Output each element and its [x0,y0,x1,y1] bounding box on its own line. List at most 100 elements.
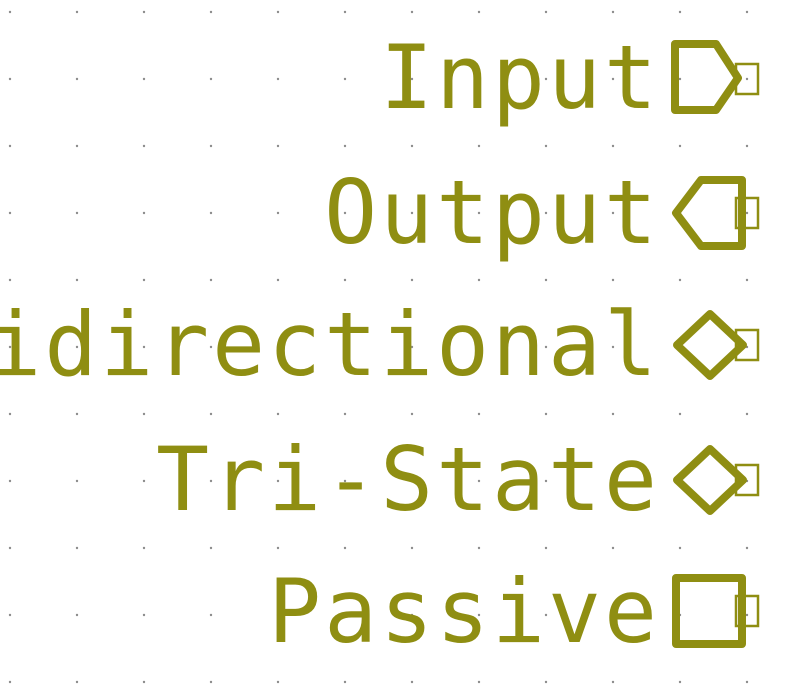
grid-dot [209,680,213,684]
grid-dot [343,10,347,14]
grid-dot [544,278,548,282]
grid-dot [276,546,280,550]
grid-dot [8,613,12,617]
grid-dot [477,77,481,81]
passive-shape-icon [672,574,746,648]
grid-dot [745,613,749,617]
grid-dot [544,345,548,349]
grid-dot [75,680,79,684]
grid-dot [343,345,347,349]
grid-dot [8,412,12,416]
grid-dot [745,77,749,81]
label-row-input[interactable]: Input [380,26,760,129]
connection-anchor-icon [734,594,760,628]
grid-dot [343,412,347,416]
label-text-input: Input [380,26,660,129]
grid-dot [477,10,481,14]
grid-dot [276,278,280,282]
label-row-bidirectional[interactable]: Bidirectional [0,293,760,396]
grid-dot [8,77,12,81]
grid-dot [745,546,749,550]
label-text-output: Output [324,161,660,264]
grid-dot [477,211,481,215]
grid-dot [8,278,12,282]
grid-dot [142,680,146,684]
grid-dot [410,613,414,617]
grid-dot [544,613,548,617]
grid-dot [75,77,79,81]
grid-dot [209,144,213,148]
grid-dot [209,10,213,14]
grid-dot [745,278,749,282]
grid-dot [678,546,682,550]
grid-dot [276,144,280,148]
grid-dot [209,613,213,617]
tristate-shape-icon [673,445,747,515]
grid-dot [544,211,548,215]
grid-dot [477,345,481,349]
connection-anchor-icon [734,463,760,497]
label-row-output[interactable]: Output [324,161,760,264]
grid-dot [477,680,481,684]
label-row-passive[interactable]: Passive [268,560,760,663]
grid-dot [8,345,12,349]
grid-dot [544,144,548,148]
grid-dot [611,479,615,483]
grid-dot [276,77,280,81]
grid-dot [276,479,280,483]
grid-dot [75,546,79,550]
grid-dot [142,412,146,416]
label-row-tristate[interactable]: Tri-State [156,428,760,531]
grid-dot [8,211,12,215]
grid-dot [611,278,615,282]
grid-dot [678,10,682,14]
grid-dot [611,10,615,14]
grid-dot [611,613,615,617]
grid-dot [343,546,347,550]
grid-dot [75,144,79,148]
grid-dot [8,546,12,550]
grid-dot [410,680,414,684]
grid-dot [8,10,12,14]
grid-dot [477,613,481,617]
grid-dot [410,479,414,483]
grid-dot [343,680,347,684]
grid-dot [544,479,548,483]
input-shape-icon [671,40,742,114]
grid-dot [142,345,146,349]
grid-dot [142,613,146,617]
grid-dot [75,211,79,215]
grid-dot [477,546,481,550]
grid-dot [611,546,615,550]
grid-dot [477,278,481,282]
grid-dot [343,278,347,282]
grid-dot [611,144,615,148]
grid-dot [678,77,682,81]
grid-dot [276,680,280,684]
grid-dot [410,278,414,282]
grid-dot [343,211,347,215]
grid-dot [276,211,280,215]
grid-dot [209,412,213,416]
grid-dot [209,345,213,349]
grid-dot [477,479,481,483]
grid-dot [745,680,749,684]
grid-dot [410,546,414,550]
grid-dot [611,211,615,215]
grid-dot [142,479,146,483]
grid-dot [678,144,682,148]
grid-dot [276,10,280,14]
grid-dot [678,412,682,416]
grid-dot [611,680,615,684]
grid-dot [75,345,79,349]
grid-dot [544,546,548,550]
connection-anchor-icon [734,328,760,362]
grid-dot [544,10,548,14]
grid-dot [75,479,79,483]
grid-dot [477,144,481,148]
grid-dot [209,546,213,550]
connection-anchor-icon [734,62,760,96]
grid-dot [343,144,347,148]
